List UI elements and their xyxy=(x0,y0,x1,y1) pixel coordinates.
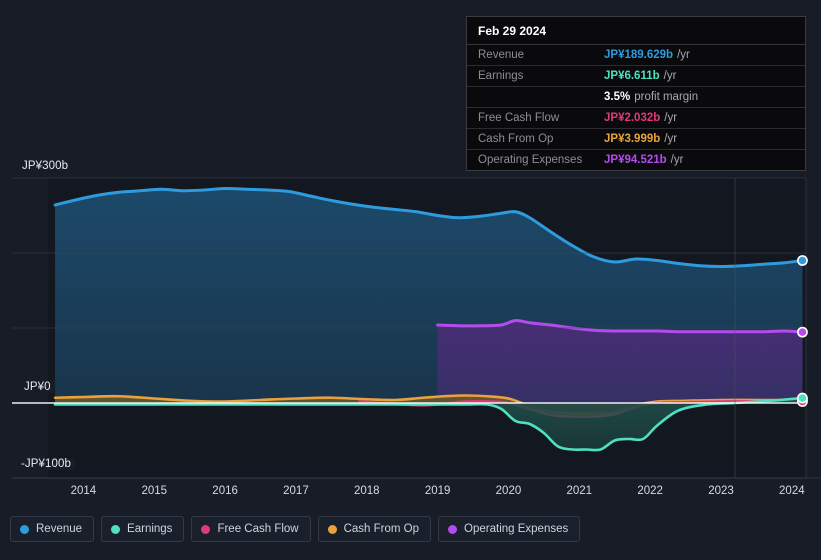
x-axis-label-2015: 2015 xyxy=(141,485,168,497)
tooltip-date: Feb 29 2024 xyxy=(467,17,805,45)
tooltip-row-earnings: Earnings JP¥6.611b/yr xyxy=(467,66,805,87)
legend-color-dot xyxy=(327,524,337,534)
tooltip-value: 3.5% xyxy=(604,91,631,103)
legend-item-label: Earnings xyxy=(127,523,173,535)
series-operating-expenses xyxy=(436,318,804,403)
x-axis-label-2018: 2018 xyxy=(353,485,380,497)
tooltip-unit: /yr xyxy=(677,49,690,61)
chart-svg xyxy=(12,177,821,479)
x-axis-label-2014: 2014 xyxy=(70,485,97,497)
legend-item-free-cash-flow[interactable]: Free Cash Flow xyxy=(191,516,311,542)
legend-item-label: Operating Expenses xyxy=(464,523,569,535)
x-axis-label-2024: 2024 xyxy=(779,485,805,497)
tooltip-value: JP¥2.032b xyxy=(604,112,661,124)
y-axis-label-minus-100b: -JP¥100b xyxy=(21,458,76,470)
x-axis-label-2021: 2021 xyxy=(566,485,593,497)
tooltip-row-operating-expenses: Operating Expenses JP¥94.521b/yr xyxy=(467,150,805,170)
chart-plot-area[interactable] xyxy=(0,0,821,505)
legend-color-dot xyxy=(448,524,458,534)
tooltip-value: JP¥189.629b xyxy=(604,49,674,61)
tooltip-unit: profit margin xyxy=(634,91,699,103)
x-axis-label-2023: 2023 xyxy=(708,485,734,497)
x-axis-label-2019: 2019 xyxy=(424,485,451,497)
legend-item-revenue[interactable]: Revenue xyxy=(10,516,95,542)
x-axis-label-2016: 2016 xyxy=(212,485,238,497)
legend-item-label: Cash From Op xyxy=(343,523,420,535)
legend-color-dot xyxy=(111,524,121,534)
legend-item-label: Free Cash Flow xyxy=(217,523,299,535)
tooltip-unit: /yr xyxy=(664,133,678,145)
legend-item-label: Revenue xyxy=(36,523,83,535)
legend-item-operating-expenses[interactable]: Operating Expenses xyxy=(438,516,581,542)
tooltip-row-free-cash-flow: Free Cash Flow JP¥2.032b/yr xyxy=(467,108,805,129)
tooltip-unit: /yr xyxy=(664,112,678,124)
legend-color-dot xyxy=(201,524,211,534)
tooltip-value: JP¥94.521b xyxy=(604,154,667,166)
tooltip-label: Cash From Op xyxy=(478,133,554,145)
legend-color-dot xyxy=(20,524,29,534)
tooltip-row-cash-from-op: Cash From Op JP¥3.999b/yr xyxy=(467,129,805,150)
tooltip-label: Earnings xyxy=(478,70,524,82)
tooltip-unit: /yr xyxy=(663,70,677,82)
tooltip-unit: /yr xyxy=(670,154,684,166)
tooltip-label: Free Cash Flow xyxy=(478,112,560,124)
legend-item-cash-from-op[interactable]: Cash From Op xyxy=(317,516,432,542)
y-axis-label-300b: JP¥300b xyxy=(22,160,73,172)
x-axis-label-2020: 2020 xyxy=(495,485,522,497)
data-point-tooltip: Feb 29 2024 Revenue JP¥189.629b/yr Earning… xyxy=(466,16,806,171)
x-axis-label-2017: 2017 xyxy=(283,485,309,497)
legend-item-earnings[interactable]: Earnings xyxy=(101,516,185,542)
tooltip-rows: Revenue JP¥189.629b/yr Earnings JP¥6.611b/y… xyxy=(467,45,805,170)
tooltip-label: Operating Expenses xyxy=(478,154,583,166)
tooltip-value: JP¥6.611b xyxy=(604,70,660,82)
series-earnings xyxy=(53,396,804,452)
tooltip-row-profit-margin: 3.5% profit margin xyxy=(467,87,805,108)
x-axis-label-2022: 2022 xyxy=(637,485,663,497)
chart-legend: Revenue Earnings Free Cash Flow Cash From O… xyxy=(10,516,581,542)
tooltip-value: JP¥3.999b xyxy=(604,133,661,145)
tooltip-label: Revenue xyxy=(478,49,525,61)
tooltip-row-revenue: Revenue JP¥189.629b/yr xyxy=(467,45,805,66)
y-axis-label-0: JP¥0 xyxy=(24,381,55,393)
